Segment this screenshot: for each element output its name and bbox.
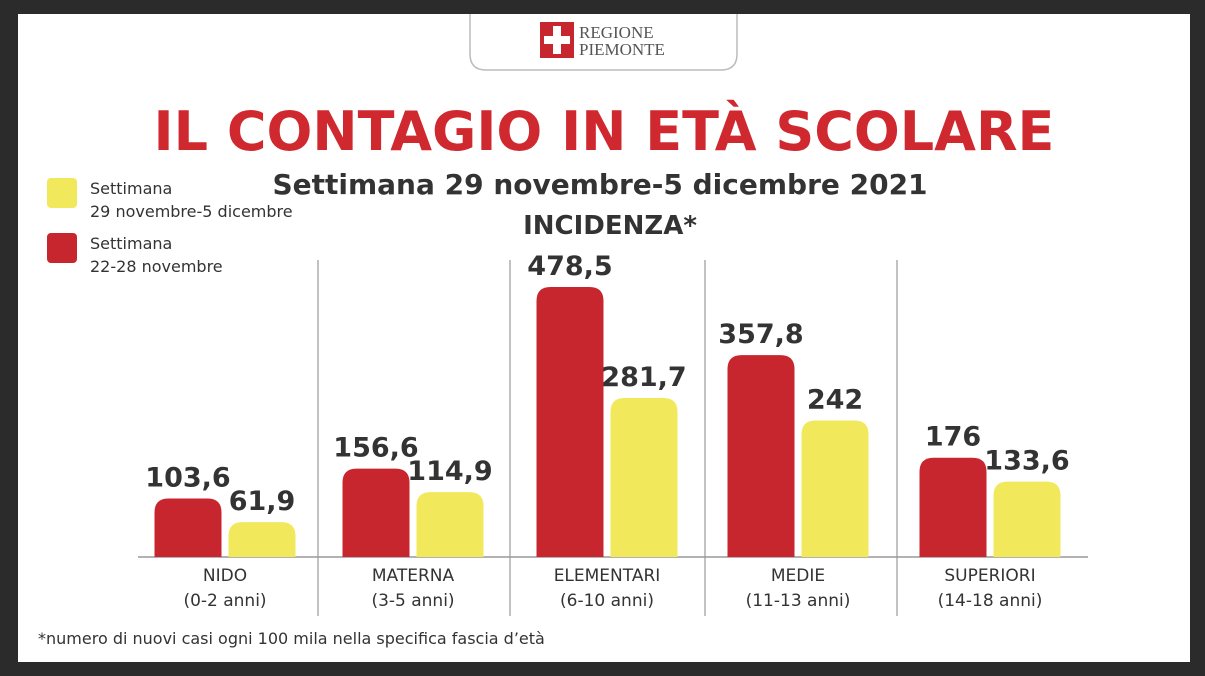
- legend-swatch: [47, 233, 77, 263]
- logo-text: PIEMONTE: [579, 40, 665, 59]
- bar: [416, 492, 484, 557]
- chart-title: IL CONTAGIO IN ETÀ SCOLARE: [154, 100, 1055, 163]
- bar: [801, 420, 869, 557]
- infographic: REGIONE PIEMONTE IL CONTAGIO IN ETÀ SCOL…: [18, 14, 1190, 662]
- value-label: 242: [807, 384, 863, 415]
- value-label: 133,6: [984, 446, 1069, 477]
- bar: [993, 481, 1061, 557]
- value-label: 478,5: [527, 251, 612, 282]
- bar: [536, 287, 604, 557]
- value-label: 103,6: [145, 463, 230, 494]
- x-tick-label: ELEMENTARI (6-10 anni): [553, 566, 661, 611]
- bar: [727, 355, 795, 557]
- legend-swatch: [47, 178, 77, 208]
- value-label: 281,7: [601, 362, 686, 393]
- value-label: 156,6: [333, 433, 418, 464]
- footnote: *numero di nuovi casi ogni 100 mila nell…: [38, 629, 545, 648]
- legend-label: Settimana 22-28 novembre: [90, 234, 223, 276]
- logo-cross: [544, 36, 570, 44]
- value-label: 357,8: [718, 319, 803, 350]
- logo-box: [469, 14, 738, 71]
- chart-subtitle: Settimana 29 novembre-5 dicembre 2021: [272, 168, 927, 201]
- chart: REGIONE PIEMONTE IL CONTAGIO IN ETÀ SCOL…: [38, 14, 1088, 648]
- x-tick-label: NIDO (0-2 anni): [183, 566, 267, 611]
- value-label: 176: [925, 422, 981, 453]
- bar: [228, 522, 296, 557]
- value-label: 61,9: [229, 486, 296, 517]
- bar: [342, 468, 410, 557]
- bar: [154, 498, 222, 557]
- x-tick-label: MATERNA (3-5 anni): [371, 566, 455, 611]
- metric-label: INCIDENZA*: [523, 211, 697, 241]
- bar: [610, 398, 678, 557]
- legend-label: Settimana 29 novembre-5 dicembre: [90, 179, 293, 221]
- x-tick-label: MEDIE (11-13 anni): [745, 566, 851, 611]
- bar: [919, 457, 987, 557]
- logo-text: REGIONE: [579, 23, 654, 42]
- value-label: 114,9: [407, 456, 492, 487]
- x-tick-label: SUPERIORI (14-18 anni): [937, 566, 1043, 611]
